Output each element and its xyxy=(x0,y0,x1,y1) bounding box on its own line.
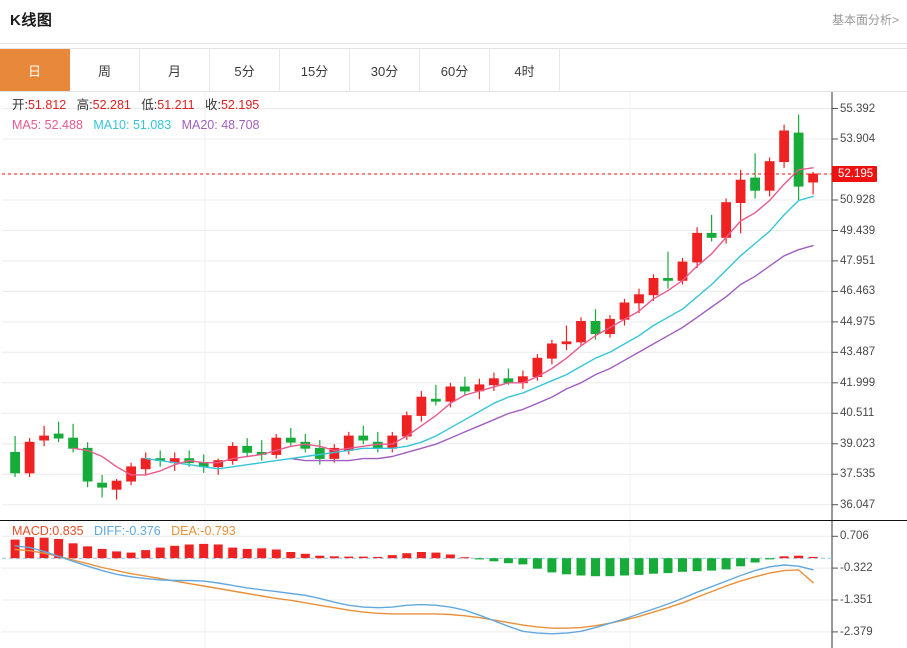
price-axis-tick: 47.951 xyxy=(840,254,876,267)
price-axis-tick: 37.535 xyxy=(840,468,876,481)
tab-30分[interactable]: 30分 xyxy=(350,49,420,91)
page-title: K线图 xyxy=(10,12,53,29)
period-tab-bar: 日周月 5分 15分 30分 60分 4时 xyxy=(0,48,907,92)
close-label: 收: xyxy=(205,98,221,112)
ma5-label: MA5: xyxy=(12,118,42,132)
macd-pane[interactable]: MACD:0.835 DIFF:-0.376 DEA:-0.793 0.706 -… xyxy=(0,520,907,648)
price-axis-tick: 55.392 xyxy=(840,102,876,115)
dea-value: -0.793 xyxy=(200,524,236,538)
open-label: 开: xyxy=(12,98,28,112)
tab-15分[interactable]: 15分 xyxy=(280,49,350,91)
tab-5分[interactable]: 5分 xyxy=(210,49,280,91)
price-axis-tick: 36.047 xyxy=(840,498,876,511)
macd-axis-tick: -1.351 xyxy=(840,594,873,606)
macd-axis-tick: -2.379 xyxy=(840,625,873,638)
macd-legend: MACD:0.835 DIFF:-0.376 DEA:-0.793 xyxy=(12,524,236,538)
price-axis-tick: 43.487 xyxy=(840,346,876,359)
macd-value: 0.835 xyxy=(52,524,84,538)
tab-bar-filler xyxy=(560,49,907,91)
tab-60分[interactable]: 60分 xyxy=(420,49,490,91)
price-axis-tick: 46.463 xyxy=(840,285,876,298)
ma10-label: MA10: xyxy=(93,118,130,132)
tab-周[interactable]: 周 xyxy=(70,49,140,91)
price-axis-tick: 41.999 xyxy=(840,376,876,389)
price-axis-tick: 40.511 xyxy=(840,407,875,420)
ma-legend: MA5: 52.488 MA10: 51.083 MA20: 48.708 xyxy=(12,117,259,134)
ma20-label: MA20: xyxy=(181,118,218,132)
price-pane[interactable]: 开:51.812 高:52.281 低:51.211 收:52.195 MA5:… xyxy=(0,92,907,520)
ma5-value: 52.488 xyxy=(44,118,83,132)
fundamental-analysis-link[interactable]: 基本面分析> xyxy=(831,13,899,27)
diff-value: -0.376 xyxy=(125,524,161,538)
tab-4时[interactable]: 4时 xyxy=(490,49,560,91)
dea-label: DEA: xyxy=(171,524,201,538)
low-value: 51.211 xyxy=(157,98,195,112)
macd-axis-tick: 0.706 xyxy=(840,530,869,543)
price-axis-tick: 50.928 xyxy=(840,194,876,206)
low-label: 低: xyxy=(141,98,158,112)
price-axis-tick: 39.023 xyxy=(840,437,876,450)
chart-area: 开:51.812 高:52.281 低:51.211 收:52.195 MA5:… xyxy=(0,92,907,648)
tab-月[interactable]: 月 xyxy=(140,49,210,91)
price-axis-tick: 49.439 xyxy=(840,224,876,237)
ohlc-legend: 开:51.812 高:52.281 低:51.211 收:52.195 xyxy=(12,97,259,114)
macd-label: MACD: xyxy=(12,524,53,538)
price-axis-tick: 53.904 xyxy=(840,133,876,145)
tab-日[interactable]: 日 xyxy=(0,49,70,91)
ma10-value: 51.083 xyxy=(132,118,172,132)
diff-label: DIFF: xyxy=(93,524,126,538)
macd-axis-tick: -0.322 xyxy=(840,562,873,575)
ma20-value: 48.708 xyxy=(221,118,260,132)
current-price-tag: 52.195 xyxy=(832,166,878,182)
high-label: 高: xyxy=(76,98,93,112)
close-value: 52.195 xyxy=(220,98,260,112)
price-axis-tick: 44.975 xyxy=(840,315,876,328)
page-header: K线图 基本面分析> xyxy=(0,0,907,44)
open-value: 51.812 xyxy=(27,98,67,112)
high-value: 52.281 xyxy=(92,98,131,112)
